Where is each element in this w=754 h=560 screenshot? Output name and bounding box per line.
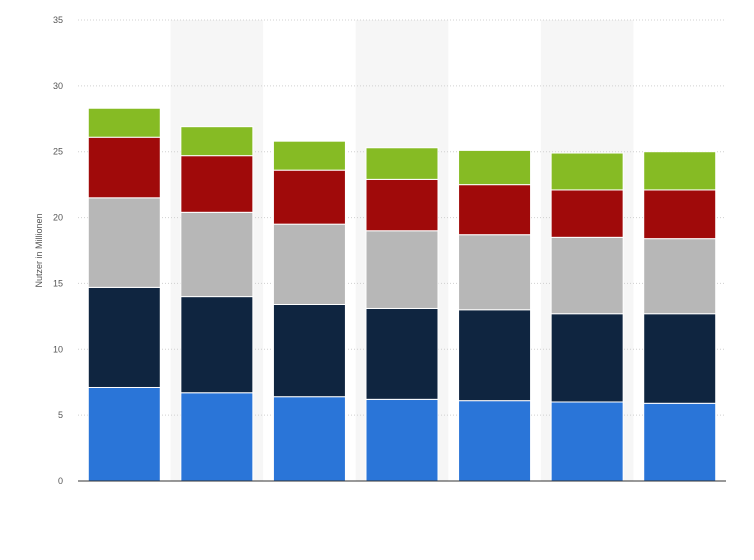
- bar-segment-s2-c3[interactable]: [272, 304, 346, 398]
- bar-segment-s5-c2[interactable]: [180, 126, 254, 157]
- bar-segment-s1-c2[interactable]: [180, 392, 254, 482]
- bar-segment-s1-c5[interactable]: [458, 400, 532, 482]
- bar-segment-s1-c7[interactable]: [643, 402, 717, 482]
- bar-segment-s3-c4[interactable]: [365, 230, 439, 309]
- bar-segment-s4-c2[interactable]: [180, 155, 254, 213]
- bar-segment-s4-c3[interactable]: [272, 169, 346, 225]
- bar-segment-s1-c3[interactable]: [272, 396, 346, 482]
- bar-segment-s4-c1[interactable]: [87, 136, 161, 199]
- y-axis-title: Nutzer in Millionen: [34, 213, 44, 287]
- bar-segment-s5-c1[interactable]: [87, 107, 161, 138]
- bar-segment-s3-c6[interactable]: [550, 236, 624, 315]
- bar-segment-s2-c5[interactable]: [458, 309, 532, 402]
- y-tick-label: 15: [53, 278, 63, 288]
- bar-segment-s3-c1[interactable]: [87, 197, 161, 288]
- y-tick-label: 35: [53, 15, 63, 25]
- bar-segment-s5-c7[interactable]: [643, 151, 717, 191]
- bar-segment-s5-c4[interactable]: [365, 147, 439, 180]
- bar-segment-s4-c6[interactable]: [550, 189, 624, 238]
- bar-segment-s3-c5[interactable]: [458, 234, 532, 311]
- bars: [87, 107, 717, 482]
- bar-segment-s1-c6[interactable]: [550, 401, 624, 482]
- bar-segment-s3-c3[interactable]: [272, 223, 346, 306]
- bar-segment-s5-c5[interactable]: [458, 149, 532, 186]
- bar-segment-s5-c6[interactable]: [550, 152, 624, 191]
- bar-segment-s2-c1[interactable]: [87, 286, 161, 388]
- y-tick-label: 25: [53, 147, 63, 157]
- y-tick-label: 5: [58, 410, 63, 420]
- bar-segment-s3-c7[interactable]: [643, 238, 717, 315]
- bar-segment-s2-c7[interactable]: [643, 313, 717, 404]
- bar-segment-s3-c2[interactable]: [180, 211, 254, 298]
- bar-segment-s2-c4[interactable]: [365, 307, 439, 400]
- y-tick-label: 0: [58, 476, 63, 486]
- bar-segment-s2-c2[interactable]: [180, 296, 254, 394]
- bar-segment-s1-c1[interactable]: [87, 386, 161, 482]
- y-axis-ticks: 0 5 10 15 20 25 30 35: [53, 15, 63, 486]
- y-tick-label: 20: [53, 213, 63, 223]
- bar-segment-s1-c4[interactable]: [365, 398, 439, 482]
- bar-segment-s4-c4[interactable]: [365, 178, 439, 232]
- bar-segment-s4-c5[interactable]: [458, 184, 532, 236]
- bar-segment-s5-c3[interactable]: [272, 140, 346, 171]
- y-tick-label: 10: [53, 344, 63, 354]
- bar-segment-s4-c7[interactable]: [643, 189, 717, 240]
- bar-segment-s2-c6[interactable]: [550, 313, 624, 403]
- y-tick-label: 30: [53, 81, 63, 91]
